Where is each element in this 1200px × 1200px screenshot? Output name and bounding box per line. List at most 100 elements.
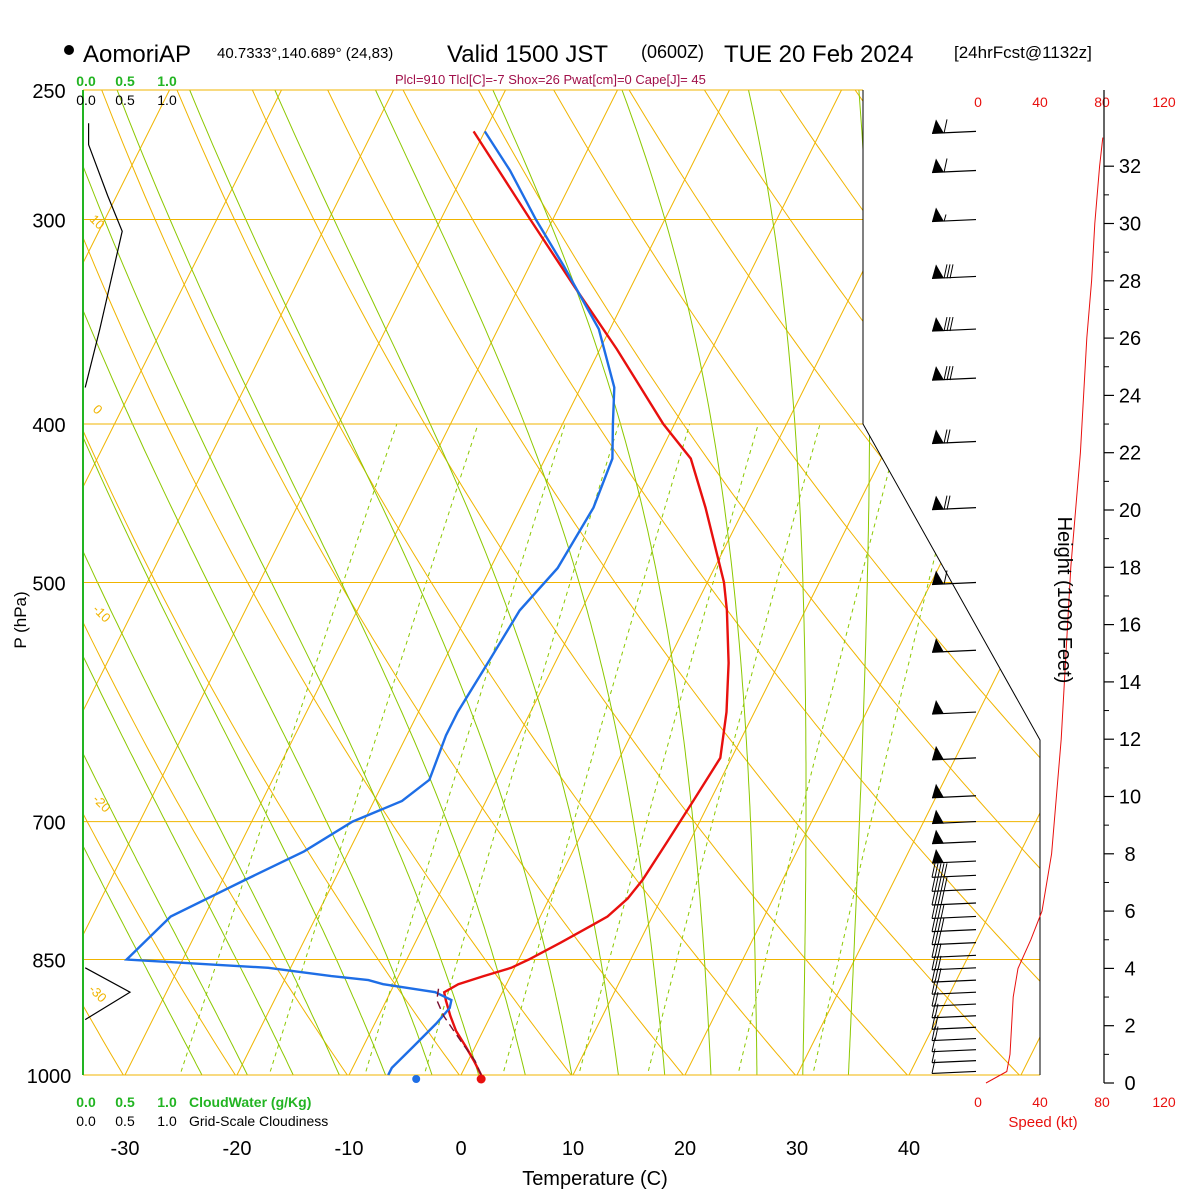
wind-barb-feather [934, 1003, 939, 1018]
wind-barb-feather [943, 570, 948, 585]
wind-barb-feather [931, 943, 936, 958]
wind-barb-flag [932, 570, 944, 585]
height-tick-label: 2 [1124, 1016, 1135, 1038]
cloudiness-bottom-tick: 0.5 [115, 1113, 135, 1129]
cloudiness-top-tick: 1.0 [157, 92, 177, 108]
wind-barb-flag [932, 317, 944, 332]
dry-adiabat-line [462, 90, 1040, 1075]
height-tick-label: 30 [1119, 214, 1141, 236]
wind-barb-staff [931, 1015, 977, 1019]
forecast-date: TUE 20 Feb 2024 [724, 41, 913, 68]
wind-barb-feather [949, 365, 954, 381]
wind-barb-staff [931, 1060, 977, 1064]
wind-barb-feather [934, 877, 939, 892]
wind-barb-feather [931, 890, 936, 906]
wind-barb-feather [931, 968, 936, 983]
height-tick-label: 24 [1119, 385, 1141, 407]
wind-barb [931, 783, 977, 799]
height-axis-label: Height (1000 Feet) [1053, 517, 1075, 684]
wind-barb-staff [931, 902, 977, 906]
wind-barb-feather [943, 429, 948, 444]
moist-adiabat-line [479, 90, 713, 1075]
mixing-ratio-line [804, 423, 969, 1075]
wind-barb [931, 570, 977, 586]
isotherm-line [796, 90, 1040, 1075]
dry-adiabat-line [164, 90, 827, 1075]
wind-barb [931, 119, 977, 135]
wind-barb-feather [931, 991, 936, 1007]
pressure-tick-label: 850 [32, 951, 65, 973]
cloudiness-line [84, 123, 123, 388]
wind-barb [931, 863, 977, 878]
moist-adiabat-line [83, 90, 400, 1075]
surface-temperature-marker [476, 1074, 486, 1084]
wind-barb-feather [949, 264, 954, 279]
wind-barb-flag [932, 783, 944, 798]
cloudiness-top-tick: 0.5 [115, 92, 135, 108]
wind-barb-feather [943, 877, 948, 892]
dewpoint-line [123, 130, 616, 1076]
pressure-tick-label: 250 [32, 81, 65, 103]
dry-adiabat-line [536, 90, 1040, 1075]
wind-barb-feather [931, 1003, 936, 1018]
cloud-water-label: CloudWater (g/Kg) [189, 1094, 311, 1110]
wind-barb-feather [934, 955, 939, 970]
pressure-axis-label: P (hPa) [11, 591, 30, 648]
wind-barb-feather [931, 904, 936, 919]
wind-barb [931, 495, 977, 511]
wind-barb-flag [932, 745, 944, 760]
wind-barb-feather [946, 495, 951, 510]
temperature-tick-label: -10 [335, 1138, 364, 1160]
wind-barb-feather [943, 264, 948, 279]
temperature-tick-label: 0 [455, 1138, 466, 1160]
wind-barb-half-feather [943, 214, 947, 222]
wind-barb-staff [931, 1049, 977, 1053]
wind-speed-top-tick: 0 [974, 94, 982, 110]
height-tick-label: 8 [1124, 844, 1135, 866]
cloud-water-top-tick: 0.5 [115, 73, 135, 89]
wind-barb-feather [931, 1059, 936, 1074]
utc-time: (0600Z) [641, 42, 704, 62]
pressure-tick-label: 700 [32, 813, 65, 835]
sounding-indices: Plcl=910 Tlcl[C]=-7 Shox=26 Pwat[cm]=0 C… [395, 72, 706, 87]
wind-barb-feather [946, 316, 951, 332]
temperature-axis-label: Temperature (C) [522, 1168, 668, 1190]
parcel-line [436, 984, 482, 1076]
wind-barb [931, 1037, 977, 1053]
dry-adiabat-line [611, 90, 1040, 1075]
wind-barb-feather [934, 980, 939, 995]
wind-barb [931, 700, 977, 715]
wind-barb-feather [937, 904, 942, 919]
mixing-ratio-line [729, 423, 902, 1075]
wind-barb-feather [946, 429, 951, 444]
wind-barb-staff [931, 888, 977, 892]
height-tick-label: 4 [1124, 958, 1135, 980]
wind-barb-feather [934, 1015, 939, 1030]
wind-barb [931, 991, 977, 1007]
pressure-tick-label: 300 [32, 211, 65, 233]
height-tick-label: 20 [1119, 500, 1141, 522]
wind-barb-feather [931, 1026, 936, 1041]
wind-barb [931, 1026, 977, 1042]
isotherm-line [1020, 90, 1040, 1075]
wind-barb [931, 829, 977, 845]
wind-barb-staff [931, 1037, 977, 1042]
station-coords: 40.7333°,140.689° (24,83) [217, 45, 393, 62]
dry-adiabat-line [83, 90, 372, 1075]
mixing-ratio-label: 20 [733, 1079, 755, 1101]
wind-barb-feather [931, 1037, 936, 1052]
wind-barb [931, 968, 977, 983]
cloudiness-bottom-tick: 1.0 [157, 1113, 177, 1129]
wind-barb [931, 904, 977, 920]
mixing-ratio-line [492, 423, 691, 1075]
wind-barb-feather [931, 1015, 936, 1030]
wind-barb-feather [937, 930, 942, 945]
wind-barb-flag [932, 809, 944, 824]
wind-barb [931, 316, 977, 332]
dry-adiabat-line [1133, 61, 1200, 1110]
isotherm-label: -30 [86, 982, 110, 1006]
valid-time: Valid 1500 JST [447, 41, 608, 68]
mixing-ratio-label: 5 [503, 1082, 520, 1099]
